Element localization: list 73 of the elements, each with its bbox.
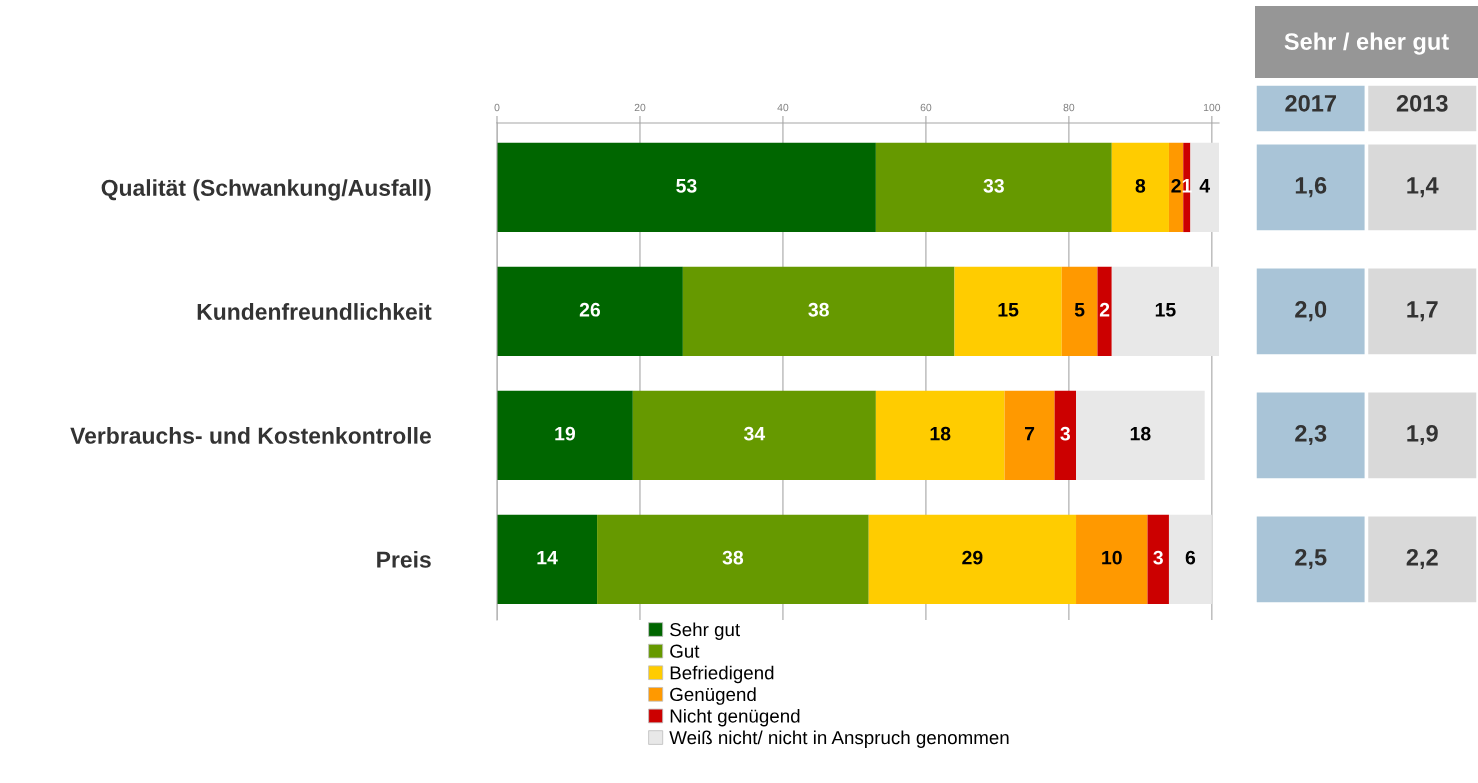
data-label: 1,7 [1407, 301, 1438, 322]
bar [632, 390, 876, 480]
x-tick-label: 40 [777, 103, 789, 112]
data-label: 18 [930, 426, 951, 441]
bar [497, 142, 876, 233]
bar [497, 514, 598, 604]
legend-label: Nicht genügend [670, 708, 800, 727]
data-label: 15 [1155, 303, 1176, 317]
data-label: 1,4 [1407, 177, 1439, 198]
data-label: 8 [1135, 178, 1146, 193]
bar [954, 266, 1062, 357]
data-label: 33 [983, 178, 1004, 193]
bar [875, 142, 1112, 233]
bar [1168, 514, 1212, 604]
y-tick-label: Qualität (Schwankung/Ausfall) [101, 179, 431, 201]
y-tick-label: Preis [377, 550, 431, 568]
data-label: 1,6 [1295, 177, 1327, 198]
data-label: 14 [537, 550, 558, 565]
bar [1111, 266, 1219, 357]
data-label: 38 [722, 550, 744, 565]
data-label: 4 [1199, 179, 1211, 193]
data-label: 10 [1102, 550, 1122, 565]
data-label: 1,9 [1407, 424, 1438, 446]
bar [1190, 142, 1219, 233]
bar [1097, 266, 1112, 357]
data-label: 26 [579, 302, 601, 317]
data-label: 2 [1099, 302, 1110, 317]
legend-label: Sehr gut [670, 622, 740, 640]
data-label: 18 [1130, 426, 1151, 441]
data-label: 2,5 [1295, 548, 1327, 570]
legend-label: Weiß nicht/ nicht in Anspruch genommen [669, 730, 1009, 748]
data-label: 2,3 [1295, 424, 1327, 446]
bar [1111, 142, 1169, 233]
legend-label: Genügend [670, 687, 756, 705]
data-label: 29 [962, 550, 983, 565]
bar [597, 514, 869, 604]
y-tick-label: Verbrauchs- und Kostenkontrolle [70, 427, 431, 444]
chart-title: Sehr / eher gut [1284, 32, 1449, 55]
data-label: 53 [676, 178, 697, 193]
data-label: 3 [1060, 426, 1071, 441]
data-label: 2,2 [1406, 548, 1438, 570]
legend-label: Befriedigend [670, 665, 774, 684]
legend-label: Gut [670, 644, 700, 658]
data-label: 15 [998, 303, 1019, 317]
data-label: 19 [555, 426, 575, 441]
x-tick-label: 2013 [1396, 94, 1448, 112]
bar [875, 390, 1005, 480]
x-tick-label: 80 [1063, 103, 1075, 112]
data-label: 3 [1153, 550, 1163, 565]
data-label: 7 [1024, 426, 1035, 441]
bar [1147, 514, 1169, 604]
data-label: 2 [1171, 178, 1181, 193]
x-tick-label: 60 [920, 103, 932, 112]
data-label: 38 [808, 302, 829, 317]
x-tick-label: 2017 [1285, 94, 1336, 112]
bar [1054, 390, 1077, 480]
data-label: 34 [743, 426, 766, 441]
x-tick-label: 20 [634, 103, 646, 112]
bar [497, 266, 683, 357]
bar [1076, 514, 1148, 604]
bar [682, 266, 955, 357]
data-label: 6 [1185, 550, 1196, 565]
bar [497, 390, 633, 480]
bar [868, 514, 1077, 604]
data-label: 5 [1074, 303, 1085, 317]
bar [1076, 390, 1205, 480]
bar [1061, 266, 1098, 357]
x-tick-label: 0 [494, 103, 500, 112]
bar [1004, 390, 1055, 480]
x-tick-label: 100 [1203, 103, 1221, 112]
data-label: 2,0 [1295, 301, 1327, 322]
y-tick-label: Kundenfreundlichkeit [197, 303, 432, 320]
bar [1168, 142, 1184, 233]
